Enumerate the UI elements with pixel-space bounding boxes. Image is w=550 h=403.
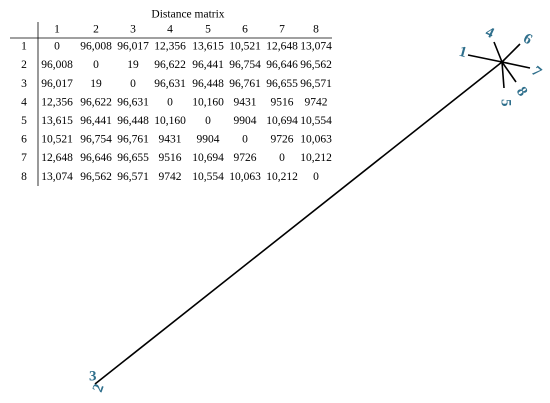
cell: 96,754 [229, 59, 261, 71]
row-header: 6 [21, 134, 27, 146]
cell: 10,694 [192, 152, 224, 164]
table-title: Distance matrix [151, 9, 224, 21]
cell: 96,655 [117, 152, 149, 164]
cell: 96,655 [266, 78, 298, 90]
cell: 96,622 [80, 96, 112, 108]
cell: 9431 [159, 134, 182, 146]
cell: 0 [130, 78, 136, 90]
row-header: 3 [21, 78, 27, 90]
cell: 96,646 [266, 59, 298, 71]
cell: 10,554 [300, 115, 332, 127]
cell: 10,694 [266, 115, 298, 127]
cell: 10,554 [192, 171, 224, 183]
cell: 96,622 [154, 59, 186, 71]
tree-edge [493, 41, 503, 63]
cell: 9904 [197, 134, 220, 146]
cell: 96,008 [80, 41, 112, 53]
cell: 96,017 [41, 78, 73, 90]
row-header: 2 [21, 59, 27, 71]
cell: 96,562 [300, 59, 332, 71]
row-header: 5 [21, 115, 27, 127]
cell: 9726 [234, 152, 257, 164]
cell: 0 [279, 152, 285, 164]
tree-edge [501, 61, 531, 69]
cell: 0 [93, 59, 99, 71]
cell: 13,615 [192, 41, 224, 53]
cell: 10,212 [266, 171, 298, 183]
leaf-label: 6 [520, 31, 535, 49]
row-header: 1 [21, 41, 27, 53]
cell: 96,761 [229, 78, 261, 90]
cell: 0 [54, 41, 60, 53]
cell: 10,160 [154, 115, 186, 127]
row-header: 7 [21, 152, 27, 164]
column-header: 7 [279, 24, 285, 36]
cell: 9742 [159, 171, 182, 183]
cell: 96,448 [117, 115, 149, 127]
cell: 9516 [159, 152, 182, 164]
column-header: 6 [242, 24, 248, 36]
cell: 96,571 [117, 171, 149, 183]
cell: 96,631 [117, 96, 149, 108]
cell: 10,521 [41, 134, 73, 146]
cell: 10,063 [229, 171, 261, 183]
cell: 96,631 [154, 78, 186, 90]
cell: 9431 [234, 96, 257, 108]
cell: 12,356 [41, 96, 73, 108]
leaf-label: 4 [483, 24, 497, 42]
cell: 10,212 [300, 152, 332, 164]
leaf-label: 8 [513, 84, 530, 99]
cell: 0 [167, 96, 173, 108]
cell: 13,615 [41, 115, 73, 127]
cell: 12,356 [154, 41, 186, 53]
cell: 96,441 [192, 59, 224, 71]
row-header: 8 [21, 171, 27, 183]
cell: 12,648 [266, 41, 298, 53]
cell: 96,441 [80, 115, 112, 127]
tree-edge [467, 54, 503, 63]
column-header: 2 [93, 24, 99, 36]
cell: 10,521 [229, 41, 261, 53]
cell: 96,008 [41, 59, 73, 71]
cell: 10,063 [300, 134, 332, 146]
cell: 19 [90, 78, 102, 90]
cell: 13,074 [300, 41, 332, 53]
tree-edge [501, 61, 505, 89]
cell: 96,646 [80, 152, 112, 164]
leaf-label: 7 [528, 63, 544, 80]
cell: 10,160 [192, 96, 224, 108]
cell: 96,761 [117, 134, 149, 146]
cell: 13,074 [41, 171, 73, 183]
leaf-label: 3 [89, 368, 97, 384]
column-header: 5 [205, 24, 211, 36]
column-header: 8 [313, 24, 319, 36]
column-header: 4 [167, 24, 173, 36]
leaf-label: 5 [498, 99, 514, 107]
cell: 96,017 [117, 41, 149, 53]
column-header: 1 [54, 24, 60, 36]
cell: 9904 [234, 115, 257, 127]
cell: 9742 [305, 96, 328, 108]
cell: 9516 [271, 96, 294, 108]
cell: 96,571 [300, 78, 332, 90]
cell: 9726 [271, 134, 294, 146]
cell: 19 [127, 59, 139, 71]
row-header: 4 [21, 96, 27, 108]
column-header: 3 [130, 24, 136, 36]
cell: 0 [205, 115, 211, 127]
cell: 96,448 [192, 78, 224, 90]
tree-edge [501, 43, 521, 63]
cell: 0 [242, 134, 248, 146]
cell: 12,648 [41, 152, 73, 164]
cell: 0 [313, 171, 319, 183]
cell: 96,754 [80, 134, 112, 146]
tree-edge [94, 61, 503, 385]
tree-edge [501, 61, 517, 83]
cell: 96,562 [80, 171, 112, 183]
leaf-label: 1 [457, 44, 468, 61]
